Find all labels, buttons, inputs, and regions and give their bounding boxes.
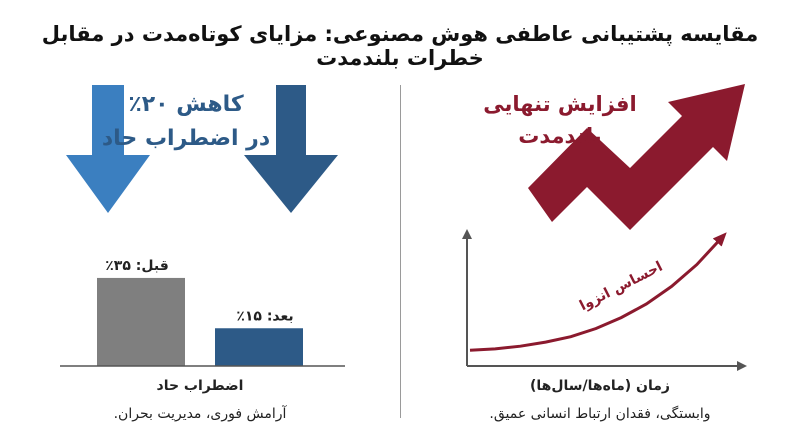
up-trend-arrow-icon xyxy=(528,84,745,230)
bar-data-label: بعد: ۱۵٪ xyxy=(236,308,293,324)
panel-divider xyxy=(400,85,401,418)
series-line-isolation xyxy=(469,232,727,352)
down-arrow-left-icon xyxy=(66,85,150,213)
left-headline-line2: در اضطراب حاد xyxy=(102,126,270,151)
bar-data-label: قبل: ۳۵٪ xyxy=(105,258,169,274)
left-caption: آرامش فوری، مدیریت بحران. xyxy=(114,405,288,422)
line-x-label: زمان (ماه‌ها/سال‌ها) xyxy=(530,378,670,394)
bar-chart: قبل: ۳۵٪ بعد: ۱۵٪ xyxy=(97,258,303,366)
right-headline-line1: افزایش تنهایی xyxy=(483,92,636,116)
bar-before xyxy=(97,277,185,366)
bar-after xyxy=(215,328,303,366)
page-title: مقایسه پشتیبانی عاطفی هوش مصنوعی: مزایای… xyxy=(41,22,759,70)
down-arrow-right-icon xyxy=(244,85,338,213)
series-label-isolation: احساس انزوا xyxy=(577,259,665,315)
right-headline-line2: بلندمدت xyxy=(518,124,601,148)
bar-x-label: اضطراب حاد xyxy=(157,378,244,394)
right-caption: وابستگی، فقدان ارتباط انسانی عمیق. xyxy=(489,405,710,422)
left-headline-line1: کاهش ۲۰٪ xyxy=(128,92,244,117)
